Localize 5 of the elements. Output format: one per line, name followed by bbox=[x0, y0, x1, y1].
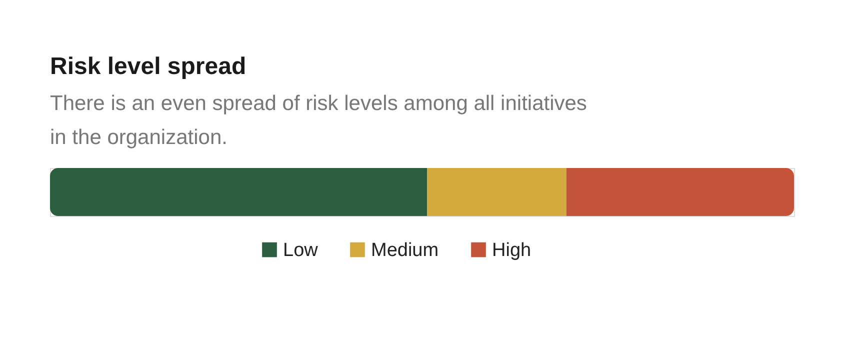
legend-label: Low bbox=[283, 240, 318, 261]
chart-title: Risk level spread bbox=[50, 53, 246, 80]
legend-label: High bbox=[492, 240, 532, 261]
chart-subtitle: There is an even spread of risk levels among all initiatives in the organization. bbox=[50, 92, 587, 149]
legend-label: Medium bbox=[371, 240, 439, 261]
